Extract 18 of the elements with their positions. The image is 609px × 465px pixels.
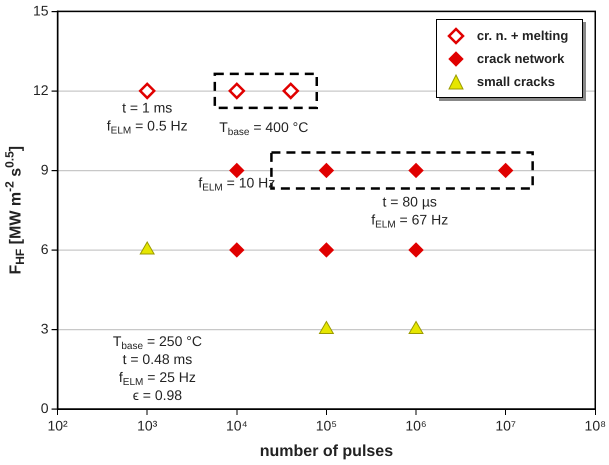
legend-label: small cracks xyxy=(476,74,555,90)
x-tick-label: 10⁵ xyxy=(316,417,338,434)
y-axis-title: FHF [MW m-2 s0.5] xyxy=(2,146,28,275)
x-tick-label: 10³ xyxy=(137,417,158,434)
y-tick-label: 9 xyxy=(40,161,49,178)
x-tick-label: 10⁷ xyxy=(495,417,516,434)
y-tick-label: 0 xyxy=(40,400,49,416)
x-tick-label: 10⁴ xyxy=(226,417,248,434)
y-tick-label: 3 xyxy=(40,320,49,336)
x-axis-title: number of pulses xyxy=(260,442,394,460)
x-tick-label: 10⁸ xyxy=(584,417,606,434)
y-tick-label: 6 xyxy=(40,240,49,257)
legend-label: crack network xyxy=(476,51,564,66)
x-tick-label: 10⁶ xyxy=(405,417,427,434)
y-tick-label: 15 xyxy=(32,2,49,18)
x-tick-label: 10² xyxy=(47,417,68,434)
y-tick-label: 12 xyxy=(32,82,49,98)
legend-label: cr. n. + melting xyxy=(476,28,568,44)
